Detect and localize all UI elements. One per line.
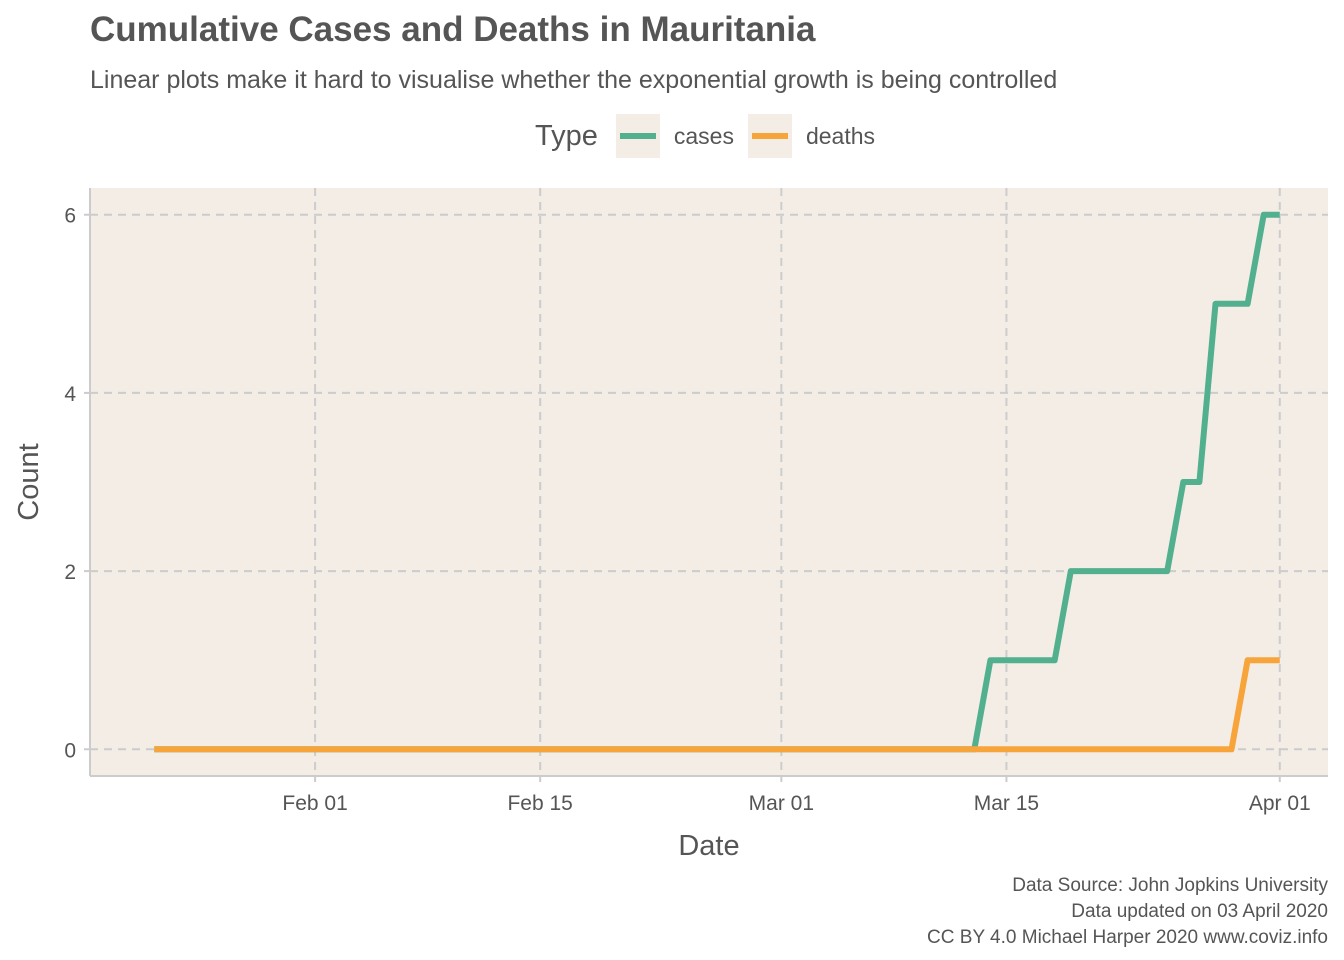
plot-panel: [90, 188, 1328, 776]
x-tick-label: Apr 01: [1249, 792, 1311, 815]
legend-title: Type: [534, 119, 598, 152]
legend-label-deaths: deaths: [805, 122, 876, 149]
y-tick-label: 6: [64, 205, 76, 228]
series-line-deaths: [154, 657, 1280, 753]
caption-license: CC BY 4.0 Michael Harper 2020 www.coviz.…: [927, 927, 1328, 948]
legend: Type cases deaths: [0, 114, 1344, 158]
legend-item-cases: cases: [615, 114, 734, 158]
series-line-cases: [154, 211, 1280, 753]
x-tick-label: Feb 01: [282, 792, 347, 815]
caption: Data Source: John Jopkins University Dat…: [927, 873, 1328, 951]
y-tick-label: 4: [64, 383, 76, 406]
chart-subtitle: Linear plots make it hard to visualise w…: [90, 66, 1058, 94]
legend-key-deaths: [747, 114, 792, 158]
x-tick-label: Feb 15: [507, 792, 572, 815]
legend-label-cases: cases: [673, 122, 734, 149]
y-tick-label: 0: [64, 739, 76, 762]
y-tick-label: 2: [64, 561, 76, 584]
caption-updated: Data updated on 03 April 2020: [1071, 901, 1328, 922]
legend-item-deaths: deaths: [747, 114, 876, 158]
chart-title: Cumulative Cases and Deaths in Mauritani…: [90, 10, 816, 49]
legend-key-cases: [615, 114, 660, 158]
x-tick-label: Mar 15: [974, 792, 1039, 815]
caption-source: Data Source: John Jopkins University: [1012, 875, 1328, 896]
x-axis-title: Date: [678, 830, 739, 862]
y-axis-title: Count: [13, 443, 45, 520]
x-tick-label: Mar 01: [749, 792, 814, 815]
